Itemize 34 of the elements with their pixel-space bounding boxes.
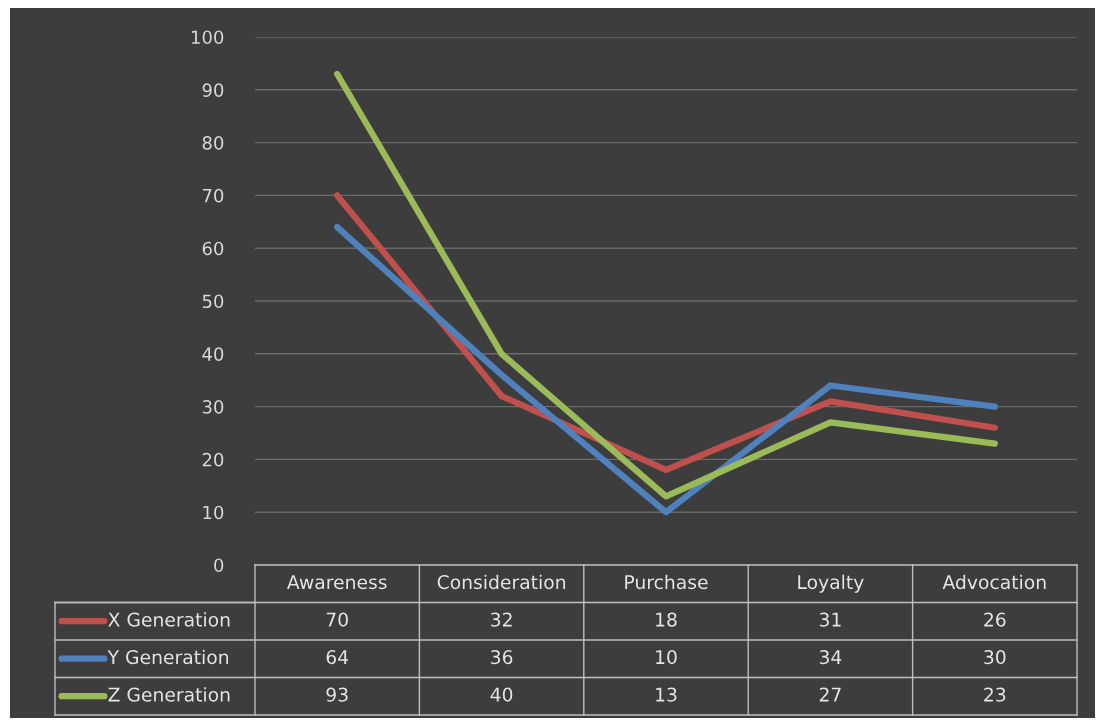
data-label: 64 [326,650,349,665]
data-label: 27 [819,687,841,702]
data-label: 26 [984,612,1006,627]
data-label: 34 [819,650,842,665]
y-tick-label: 20 [202,452,224,467]
y-tick-label: 80 [202,136,224,150]
legend-label: X Generation [108,612,230,627]
y-tick-label: 60 [202,241,224,256]
y-tick-label: 70 [202,188,224,203]
data-label: 36 [491,650,513,665]
x-tick-label: Consideration [437,574,565,590]
data-label: 18 [656,612,677,627]
x-tick-label: Awareness [287,575,387,590]
y-tick-label: 50 [202,294,224,309]
legend-label: Y Generation [107,649,229,665]
x-tick-label: Purchase [625,574,708,590]
y-tick-label: 40 [202,347,224,361]
y-tick-label: 90 [202,83,224,97]
data-label: 10 [656,650,677,665]
data-label: 31 [819,612,841,627]
data-label: 40 [490,687,513,702]
data-label: 30 [984,650,1006,665]
y-tick-label: 0 [214,558,224,573]
x-tick-label: Loyalty [798,574,864,593]
y-tick-label: 100 [191,30,224,45]
y-tick-label: 30 [202,400,224,414]
data-label: 93 [326,687,348,702]
data-label: 23 [984,687,1006,702]
x-tick-label: Advocation [942,574,1046,590]
legend-label: Z Generation [108,687,230,702]
y-tick-label: 10 [203,505,224,520]
data-label: 13 [656,687,677,702]
data-label: 32 [491,612,512,627]
data-label: 70 [326,612,348,627]
